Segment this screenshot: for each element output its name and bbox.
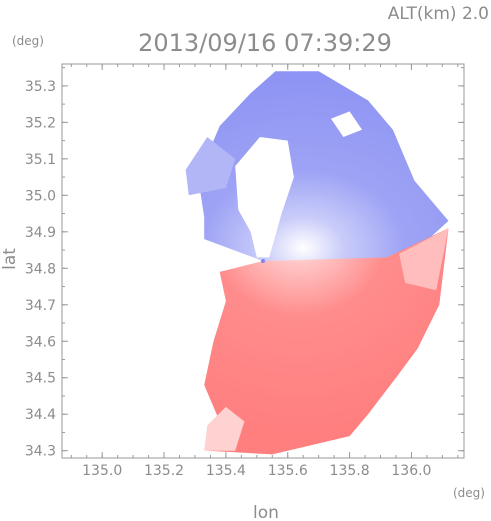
south-west-pale [204, 406, 245, 451]
y-tick-label: 34.3 [25, 444, 56, 460]
central-gap [235, 137, 294, 258]
altitude-label: ALT(km) 2.0 [388, 4, 489, 24]
y-tick-label: 35.2 [25, 115, 56, 131]
x-axis-unit: (deg) [453, 486, 485, 500]
y-tick-label: 35.3 [25, 79, 56, 95]
y-axis-label: lat [0, 248, 20, 270]
x-tick-label: 135.6 [268, 463, 308, 479]
plot-frame [61, 63, 465, 459]
plot-timestamp: 2013/09/16 07:39:29 [138, 29, 392, 57]
y-tick-label: 34.8 [25, 261, 56, 277]
y-tick-label: 34.4 [25, 407, 56, 423]
plot-axes: 135.0 135.2 135.4 135.6 135.8 136.0 34.3 34.4 34… [25, 63, 465, 479]
radar-site-marker [261, 259, 265, 263]
south-red-sector [204, 228, 449, 455]
x-tick-label: 135.0 [82, 463, 122, 479]
x-tick-label: 136.0 [391, 463, 431, 479]
y-tick-label: 34.5 [25, 371, 56, 387]
x-axis-label: lon [253, 503, 279, 521]
y-tick-label: 35.1 [25, 152, 56, 168]
east-pale-red [399, 228, 449, 291]
north-gap-2 [371, 85, 396, 116]
x-tick-label: 135.8 [330, 463, 370, 479]
y-tick-label: 34.6 [25, 334, 56, 350]
y-tick-label: 34.7 [25, 298, 56, 314]
y-tick-label: 35.0 [25, 188, 56, 204]
north-west-fringe [185, 137, 236, 196]
north-gap-1 [331, 111, 362, 137]
x-tick-label: 135.4 [206, 463, 246, 479]
y-tick-label: 34.9 [25, 225, 56, 241]
y-axis-unit: (deg) [12, 34, 44, 48]
x-tick-label: 135.2 [144, 463, 184, 479]
velocity-field [185, 71, 449, 455]
